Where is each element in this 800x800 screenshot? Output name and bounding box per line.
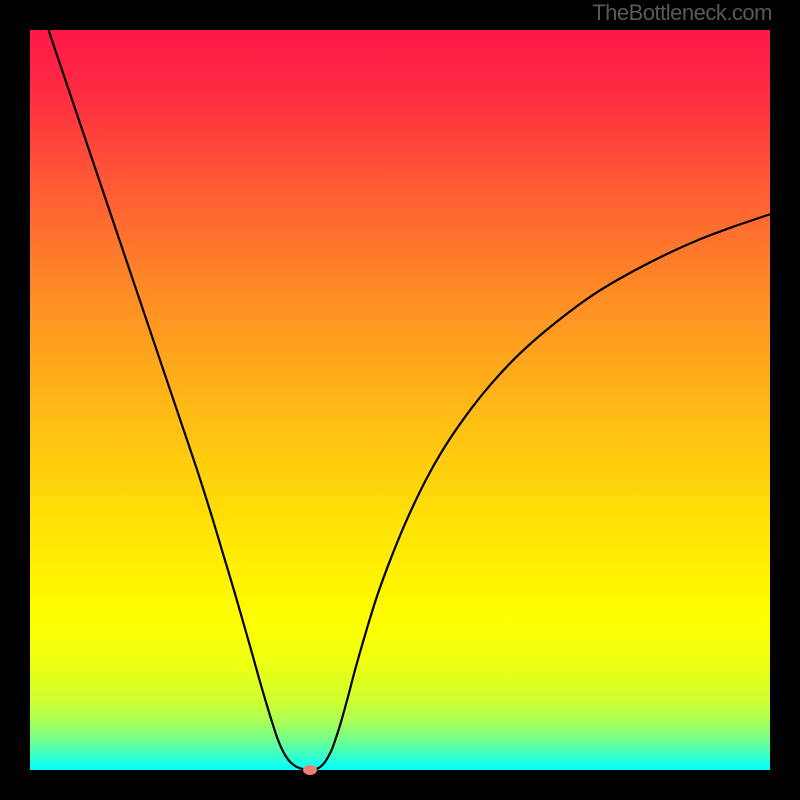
watermark-text: TheBottleneck.com — [592, 0, 772, 26]
minimum-marker — [303, 765, 317, 775]
plot-area — [30, 30, 770, 770]
curve-layer — [30, 30, 770, 770]
chart-root: TheBottleneck.com — [0, 0, 800, 800]
bottleneck-curve — [49, 30, 771, 770]
